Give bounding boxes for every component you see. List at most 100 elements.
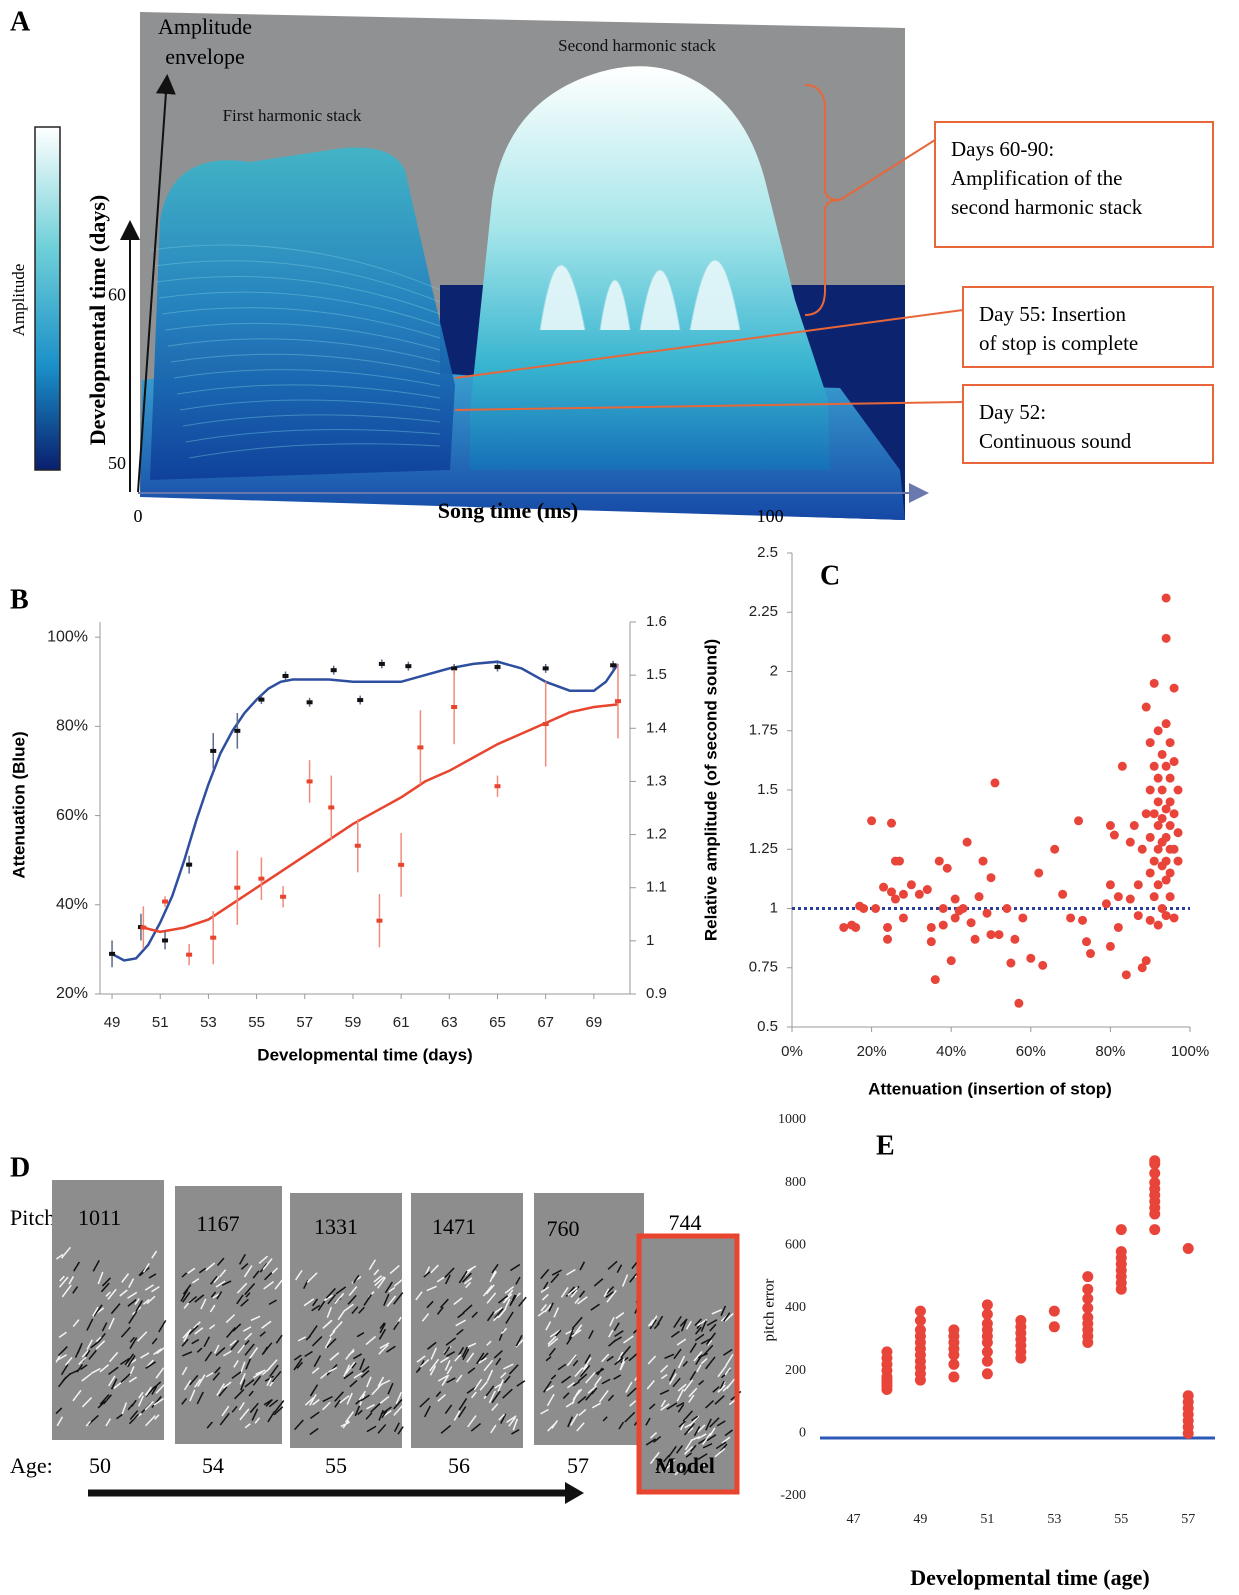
marker: [379, 662, 385, 666]
pitch-value: 1167: [196, 1211, 239, 1236]
y2-tick-label: 1.2: [646, 826, 667, 843]
y-axis-label: Relative amplitude (of second sound): [701, 639, 720, 941]
point: [1146, 738, 1155, 747]
y-tick-label: 40%: [56, 896, 88, 913]
point: [1162, 719, 1171, 728]
point: [1082, 1303, 1093, 1314]
point: [948, 1324, 959, 1335]
x-tick-label: 49: [913, 1512, 927, 1527]
point: [1162, 762, 1171, 771]
point: [1142, 703, 1151, 712]
point: [871, 904, 880, 913]
point: [1146, 916, 1155, 925]
z-axis-label: Amplitude: [158, 14, 252, 39]
y2-tick-label: 1: [646, 932, 654, 949]
point: [1150, 857, 1159, 866]
y-tick-label: 2.5: [757, 544, 778, 561]
point: [1174, 857, 1183, 866]
y-tick-label: 1000: [778, 1112, 806, 1127]
y2-tick-label: 1.4: [646, 719, 667, 736]
point: [1150, 809, 1159, 818]
point: [915, 1324, 926, 1335]
age-value: Model: [655, 1453, 715, 1478]
y2-tick-label: 1.6: [646, 613, 667, 630]
marker: [186, 863, 192, 867]
point: [1118, 762, 1127, 771]
point: [1158, 814, 1167, 823]
age-value: 54: [202, 1453, 224, 1478]
x-tick-label: 53: [1047, 1512, 1061, 1527]
y-axis-label: Developmental time (days): [85, 195, 110, 446]
point: [895, 857, 904, 866]
x-tick-label: 40%: [936, 1043, 966, 1060]
x-tick-label: 60%: [1016, 1043, 1046, 1060]
x-axis-label: Song time (ms): [438, 498, 579, 523]
y-tick-label: 50: [108, 453, 126, 473]
marker: [331, 668, 337, 672]
point: [967, 918, 976, 927]
marker: [234, 729, 240, 733]
y-tick-label: 1: [770, 899, 778, 916]
marker: [543, 666, 549, 670]
marker: [328, 805, 334, 809]
y-tick-label: -200: [780, 1488, 806, 1503]
point: [915, 1315, 926, 1326]
marker: [495, 784, 501, 788]
point: [1074, 816, 1083, 825]
marker: [376, 919, 382, 923]
annotation-text: Amplification of the: [951, 166, 1122, 190]
point: [1050, 845, 1059, 854]
point: [982, 1346, 993, 1357]
marker: [398, 863, 404, 867]
point: [982, 1299, 993, 1310]
point: [1114, 923, 1123, 932]
point: [1102, 899, 1111, 908]
marker: [355, 844, 361, 848]
panel-label: D: [10, 1152, 30, 1183]
point: [1174, 828, 1183, 837]
y-tick-label: 0.75: [749, 959, 778, 976]
marker: [186, 953, 192, 957]
point: [1106, 821, 1115, 830]
y-tick-label: 1.5: [757, 781, 778, 798]
x-tick-label: 51: [152, 1014, 169, 1031]
point: [1142, 809, 1151, 818]
point: [982, 1318, 993, 1329]
point: [899, 890, 908, 899]
marker: [615, 699, 621, 703]
y-tick-label: 60%: [56, 807, 88, 824]
point: [1149, 1155, 1160, 1166]
y-tick-label: 100%: [47, 628, 88, 645]
point: [979, 857, 988, 866]
fit-line: [143, 704, 618, 931]
y-axis-label: Attenuation (Blue): [9, 731, 28, 878]
point: [1049, 1306, 1060, 1317]
point: [1150, 679, 1159, 688]
point: [883, 923, 892, 932]
point: [939, 904, 948, 913]
point: [951, 895, 960, 904]
point: [881, 1346, 892, 1357]
marker: [140, 926, 146, 930]
point: [1066, 913, 1075, 922]
z-axis-label: envelope: [165, 44, 244, 69]
y-tick-label: 60: [108, 284, 126, 304]
point: [982, 1309, 993, 1320]
x-axis-label: Developmental time (days): [257, 1045, 472, 1064]
pitch-value: 760: [547, 1216, 580, 1241]
point: [1183, 1390, 1194, 1401]
panel-label: E: [876, 1130, 895, 1161]
point: [1150, 762, 1159, 771]
point: [1049, 1321, 1060, 1332]
marker: [610, 663, 616, 667]
x-tick-label: 53: [200, 1014, 217, 1031]
point: [1162, 833, 1171, 842]
point: [1170, 913, 1179, 922]
point: [1170, 684, 1179, 693]
point: [1149, 1177, 1160, 1188]
point: [1082, 1271, 1093, 1282]
page: AmplitudeAAmplitudeenvelopeDevelopmental…: [0, 0, 1239, 1595]
point: [1116, 1246, 1127, 1257]
point: [1166, 774, 1175, 783]
point: [1086, 949, 1095, 958]
